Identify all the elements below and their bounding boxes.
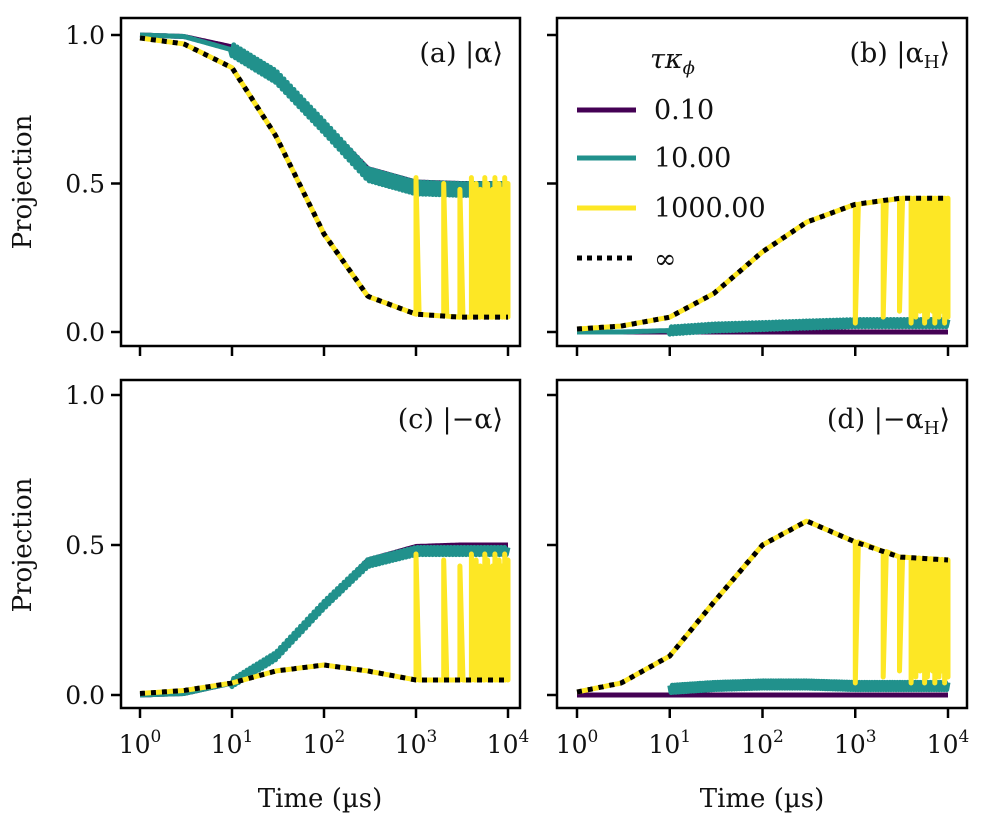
legend-title: τκϕ <box>650 44 695 79</box>
x-tick-label-c-1: 101 <box>211 727 254 759</box>
x-tick-label-d-2: 102 <box>741 727 784 759</box>
y-tick-label-a-0: 0.0 <box>65 318 105 347</box>
series-line-d-2 <box>576 518 951 695</box>
series-line-a-3 <box>139 35 509 320</box>
panel-b-plot <box>576 195 951 337</box>
legend-label-3: ∞ <box>654 244 677 275</box>
series-line-c-3 <box>139 662 509 696</box>
panel-d: (d) |−αH⟩ <box>555 378 969 710</box>
panel-c: (c) |−α⟩ <box>119 378 522 710</box>
y-tick-label-a-2: 1.0 <box>65 21 105 50</box>
series-line-d-1 <box>667 678 951 695</box>
series-line-c-2 <box>139 551 511 696</box>
x-tick-label-d-1: 101 <box>648 727 691 759</box>
x-tick-label-c-4: 104 <box>487 727 530 759</box>
y-axis-title-bottom: Projection <box>8 477 38 612</box>
legend: τκϕ 0.10 10.00 1000.00 ∞ <box>577 44 766 275</box>
panel-a-label: (a) |α⟩ <box>419 38 503 69</box>
panel-c-plot <box>139 542 511 698</box>
legend-label-0: 0.10 <box>654 95 714 126</box>
y-axis-title-top: Projection <box>8 114 38 249</box>
panel-a-plot <box>139 32 511 320</box>
panel-b-label: (b) |αH⟩ <box>849 38 950 73</box>
series-line-c-0 <box>139 542 509 698</box>
x-tick-label-c-0: 100 <box>119 727 162 759</box>
panel-c-label: (c) |−α⟩ <box>398 404 503 435</box>
panel-a: (a) |α⟩ <box>119 16 522 348</box>
axes-ticks: 0.0 0.5 1.0 0.0 0.5 1.0 100 101 102 103 104 100 101 1… <box>65 21 969 759</box>
y-tick-label-a-1: 0.5 <box>65 170 105 199</box>
y-tick-label-c-0: 0.0 <box>65 681 105 710</box>
panel-a-frame <box>119 16 522 348</box>
legend-label-2: 1000.00 <box>654 193 766 224</box>
x-tick-label-d-4: 104 <box>927 727 970 759</box>
series-line-a-1 <box>139 32 511 198</box>
series-line-d-3 <box>576 518 949 695</box>
legend-label-1: 10.00 <box>654 143 731 174</box>
x-tick-label-d-0: 100 <box>556 727 599 759</box>
series-line-a-2 <box>139 35 511 320</box>
x-axis-title-left: Time (µs) <box>258 784 383 814</box>
y-tick-label-c-2: 1.0 <box>65 381 105 410</box>
x-axis-title-right: Time (µs) <box>700 784 825 814</box>
panel-d-label: (d) |−αH⟩ <box>827 404 950 439</box>
y-tick-label-c-1: 0.5 <box>65 531 105 560</box>
series-line-b-1 <box>576 317 951 337</box>
series-line-c-1 <box>139 544 511 698</box>
panel-d-plot <box>576 518 951 698</box>
x-tick-label-c-2: 102 <box>303 727 346 759</box>
series-line-b-3 <box>576 195 949 332</box>
panel-b: (b) |αH⟩ <box>555 16 969 348</box>
x-tick-label-c-3: 103 <box>395 727 438 759</box>
x-tick-label-d-3: 103 <box>834 727 877 759</box>
